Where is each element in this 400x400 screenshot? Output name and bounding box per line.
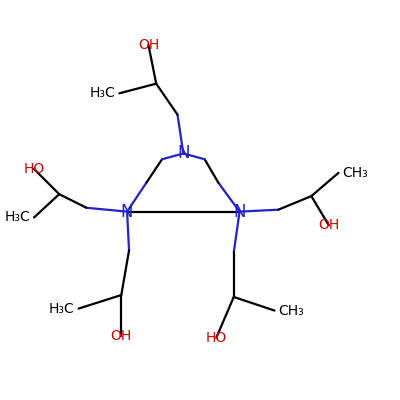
Text: H₃C: H₃C	[90, 86, 116, 100]
Text: OH: OH	[318, 218, 340, 232]
Text: N: N	[177, 144, 190, 162]
Text: H₃C: H₃C	[4, 210, 30, 224]
Text: N: N	[121, 203, 133, 221]
Text: CH₃: CH₃	[342, 166, 368, 180]
Text: OH: OH	[111, 329, 132, 343]
Text: HO: HO	[23, 162, 45, 176]
Text: OH: OH	[138, 38, 159, 52]
Text: N: N	[233, 203, 246, 221]
Text: CH₃: CH₃	[278, 304, 304, 318]
Text: H₃C: H₃C	[49, 302, 75, 316]
Text: HO: HO	[206, 331, 227, 345]
